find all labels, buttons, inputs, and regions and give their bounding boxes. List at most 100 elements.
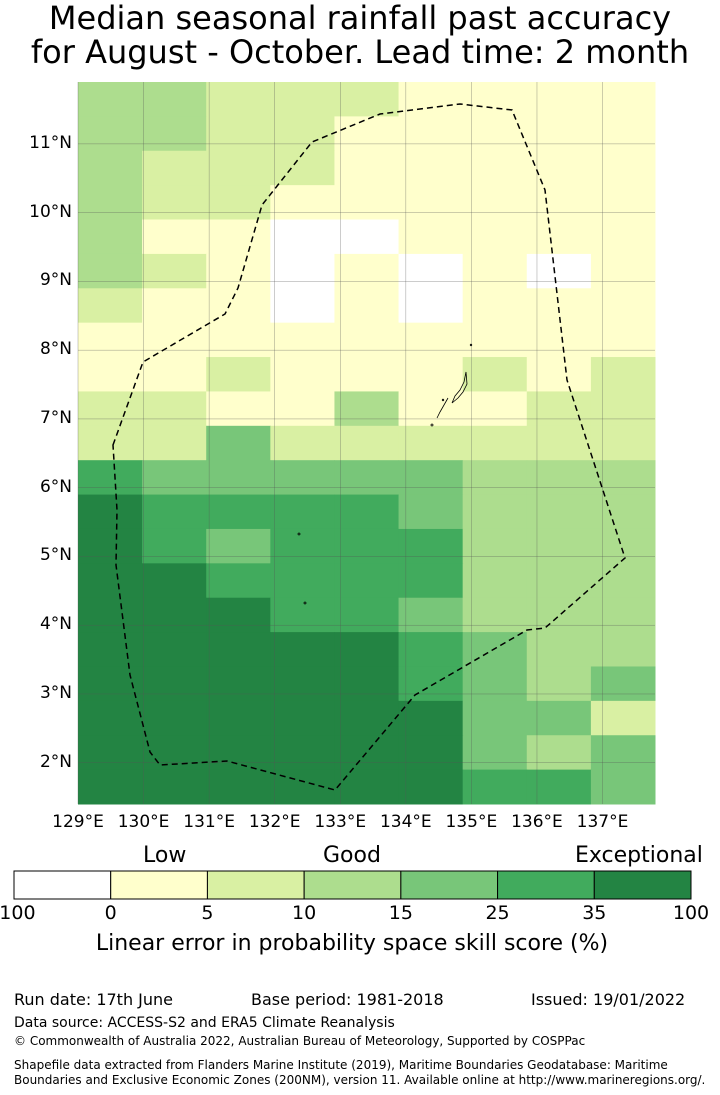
x-tick-label: 129°E <box>52 812 104 832</box>
skill-cell <box>78 425 143 461</box>
skill-cell <box>270 116 335 152</box>
skill-cell <box>334 322 400 358</box>
map-gridlines <box>77 82 655 804</box>
data-source: Data source: ACCESS-S2 and ERA5 Climate … <box>14 1015 395 1031</box>
skill-cell <box>334 735 400 771</box>
skill-cell <box>334 391 400 427</box>
skill-cell <box>462 597 528 633</box>
skill-cell <box>526 597 592 633</box>
skill-cell <box>206 563 271 599</box>
skill-cell <box>398 632 464 667</box>
skill-cell <box>270 185 335 221</box>
skill-cell <box>590 528 656 564</box>
skill-cell <box>462 322 528 358</box>
y-tick-label: 3°N <box>39 682 72 703</box>
skill-cell <box>590 185 656 221</box>
skill-cell <box>334 253 400 289</box>
colorbar-tick-label: 15 <box>388 902 413 924</box>
skill-cell <box>270 150 335 186</box>
skill-cell <box>590 597 656 633</box>
skill-cell <box>334 185 400 221</box>
base-period: Base period: 1981-2018 <box>251 990 444 1009</box>
skill-cell <box>590 391 656 427</box>
skill-cell <box>526 425 592 461</box>
colorbar-segment <box>497 870 595 900</box>
skill-cell <box>78 288 143 324</box>
skill-cell <box>206 391 271 427</box>
skill-cell <box>78 185 143 221</box>
skill-cell <box>78 460 143 496</box>
skill-cell <box>526 82 592 117</box>
colorbar-tick-label: 100 <box>672 902 710 924</box>
skill-cell <box>398 700 464 736</box>
skill-cell <box>590 322 656 358</box>
skill-cell <box>398 460 464 496</box>
skill-cell <box>206 528 271 564</box>
issued-date: Issued: 19/01/2022 <box>531 990 686 1009</box>
skill-cell <box>590 253 656 289</box>
skill-cell <box>462 494 528 530</box>
skill-cell <box>526 322 592 358</box>
y-tick-label: 9°N <box>39 270 72 291</box>
skill-cell <box>334 357 400 392</box>
skill-cell <box>526 494 592 530</box>
skill-cell <box>526 253 592 289</box>
skill-cell <box>334 82 400 117</box>
skill-cell <box>526 700 592 736</box>
y-tick-label: 4°N <box>39 614 72 635</box>
palau-islands <box>297 343 473 605</box>
skill-cell <box>206 82 271 117</box>
skill-cell <box>270 632 335 667</box>
skill-cell <box>398 666 464 702</box>
skill-cell <box>398 150 464 186</box>
skill-cell <box>462 666 528 702</box>
skill-cell <box>270 666 335 702</box>
skill-cell <box>78 150 143 186</box>
skill-cell <box>398 769 464 805</box>
skill-cell <box>78 357 143 392</box>
skill-cell <box>462 357 528 392</box>
skill-cell <box>590 769 656 805</box>
skill-cell <box>398 597 464 633</box>
skill-cell <box>206 253 271 289</box>
skill-cell <box>78 391 143 427</box>
skill-cell <box>78 735 143 771</box>
skill-cell <box>270 391 335 427</box>
skill-cell <box>462 82 528 117</box>
y-tick-label: 11°N <box>29 132 72 153</box>
skill-cell <box>462 563 528 599</box>
skill-cell <box>462 460 528 496</box>
skill-cell <box>590 82 656 117</box>
skill-cell <box>398 425 464 461</box>
skill-cell <box>270 460 335 496</box>
skill-cell <box>398 735 464 771</box>
skill-cell <box>590 632 656 667</box>
skill-cell <box>462 253 528 289</box>
y-tick-label: 6°N <box>39 476 72 497</box>
skill-cell <box>142 116 207 152</box>
skill-cell <box>526 769 592 805</box>
category-exceptional: Exceptional <box>575 843 703 868</box>
skill-cell <box>334 116 400 152</box>
x-tick-label: 132°E <box>248 812 301 832</box>
skill-cell <box>142 82 207 117</box>
skill-cell <box>142 700 207 736</box>
skill-cell <box>334 700 400 736</box>
skill-cell <box>142 219 207 255</box>
skill-cell <box>78 253 143 289</box>
skill-cell <box>462 769 528 805</box>
skill-cell <box>142 769 207 805</box>
skill-cell <box>462 735 528 771</box>
colorbar-label: Linear error in probability space skill … <box>95 931 609 956</box>
colorbar-segment <box>593 870 692 900</box>
x-tick-label: 137°E <box>576 812 629 832</box>
y-tick-label: 10°N <box>29 201 72 222</box>
skill-cell <box>270 563 335 599</box>
skill-cell <box>142 460 207 496</box>
skill-cell <box>206 185 271 221</box>
skill-cell <box>206 632 271 667</box>
skill-cell <box>206 150 271 186</box>
run-date: Run date: 17th June <box>14 990 174 1009</box>
skill-cell <box>462 528 528 564</box>
skill-cell <box>526 632 592 667</box>
